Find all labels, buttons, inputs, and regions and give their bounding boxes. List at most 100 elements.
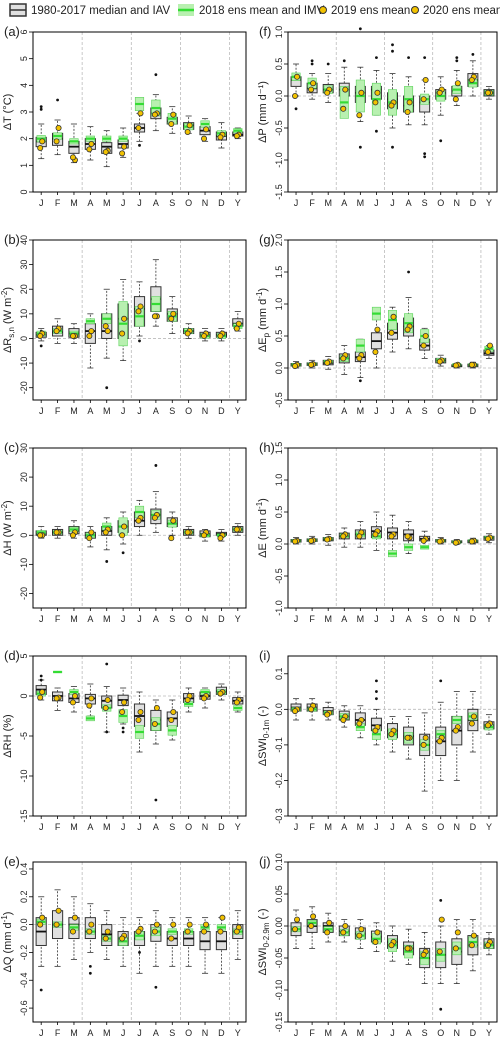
- x-tick-label: F: [309, 614, 315, 624]
- ens-2020-A: [86, 332, 93, 339]
- ens-2020-F: [308, 923, 315, 930]
- label-text: ΔQ: [2, 956, 14, 972]
- ens-2019-J: [137, 709, 144, 716]
- outlier-point: [358, 145, 362, 149]
- y-tick-label: -0.2: [274, 773, 284, 789]
- box-N: [451, 691, 463, 781]
- x-tick-label: F: [55, 614, 61, 624]
- ens-2019-N: [203, 921, 210, 928]
- ens-2019-D: [470, 713, 477, 720]
- x-tick-label: D: [470, 406, 477, 416]
- ens-2020-M: [102, 705, 109, 712]
- ens-2020-Y: [484, 535, 491, 542]
- outlier-point: [39, 107, 43, 111]
- y-tick-label: 0: [19, 693, 29, 698]
- x-tick-label: M: [357, 1028, 365, 1038]
- ens-2020-M: [356, 112, 363, 119]
- x-tick-label: M: [70, 1028, 78, 1038]
- ens-2019-S: [422, 332, 429, 339]
- panel-h: -1.0-0.50.00.51.01.5J F M A M J J A S O N D Y(h)ΔE (…: [255, 440, 498, 624]
- ens-2020-J: [292, 363, 299, 370]
- x-tick-label: S: [169, 614, 175, 624]
- outlier-point: [310, 62, 314, 66]
- y-axis-label: ΔSWI0-1m (-): [257, 706, 271, 766]
- x-tick-label: D: [470, 614, 477, 624]
- ens-2020-M: [324, 89, 331, 96]
- outlier-point: [439, 899, 443, 902]
- ens-2019-A: [88, 695, 95, 702]
- ens-2019-A: [406, 99, 413, 106]
- x-tick-label: M: [103, 614, 111, 624]
- x-tick-label: Y: [486, 406, 492, 416]
- x-tick-label: J: [39, 614, 44, 624]
- x-tick-label: D: [218, 406, 225, 416]
- y-tick-label: 1: [19, 163, 29, 168]
- outlier-point: [439, 139, 443, 143]
- ens-2019-A: [342, 86, 349, 93]
- ens-2019-J: [39, 914, 46, 921]
- ens-2020-O: [184, 697, 191, 704]
- x-tick-label: D: [218, 198, 225, 208]
- x-tick-label: J: [137, 406, 142, 416]
- x-tick-label: J: [374, 822, 379, 832]
- ens-2019-Y: [486, 342, 493, 349]
- ens-2020-O: [184, 529, 191, 536]
- ens-2019-J: [121, 315, 128, 322]
- outlier-point: [88, 964, 92, 968]
- y-tick-label: -0.5: [274, 120, 284, 136]
- ens-2020-D: [217, 690, 224, 697]
- box-S: [419, 56, 431, 159]
- outlier-point: [471, 53, 475, 56]
- y-tick-label: 1.0: [274, 474, 284, 487]
- ens-2020-O: [436, 358, 443, 365]
- label-sup: -1: [0, 915, 9, 923]
- outlier-point: [358, 379, 362, 383]
- ens-2019-J: [39, 689, 46, 696]
- ens-2020-N: [201, 532, 208, 539]
- ens-2020-J: [372, 531, 379, 538]
- box-J: [290, 63, 302, 111]
- y-tick-label: -10: [19, 769, 29, 782]
- ens-2020-A: [86, 535, 93, 542]
- x-tick-label: J: [390, 1028, 395, 1038]
- ens-2020-J: [372, 939, 379, 946]
- ens-2020-A: [404, 533, 411, 540]
- x-tick-label: O: [437, 614, 444, 624]
- label-text: (mm d: [257, 509, 269, 543]
- box-Y: [232, 910, 244, 960]
- x-tick-label: M: [357, 614, 365, 624]
- y-tick-label: 0.05: [274, 885, 284, 903]
- x-tick-label: M: [103, 406, 111, 416]
- x-tick-label: J: [374, 406, 379, 416]
- ens-2020-J: [119, 150, 126, 157]
- outlier-point: [391, 145, 394, 149]
- outlier-point: [154, 985, 158, 989]
- x-tick-label: A: [406, 406, 412, 416]
- x-tick-label: J: [294, 1028, 299, 1038]
- x-tick-label: S: [422, 198, 428, 208]
- ens-2020-J: [388, 731, 395, 738]
- ens-2019-J: [121, 523, 128, 530]
- x-tick-label: M: [70, 822, 78, 832]
- x-tick-label: O: [185, 198, 192, 208]
- outlier-point: [105, 386, 109, 390]
- ens-2020-M: [69, 699, 76, 706]
- ens-2020-J: [37, 532, 44, 539]
- ens-2020-A: [151, 721, 158, 728]
- x-tick-label: D: [218, 614, 225, 624]
- x-tick-label: F: [309, 198, 315, 208]
- x-tick-label: A: [341, 198, 347, 208]
- box-F: [51, 889, 64, 967]
- y-axis-label: ΔT (°C): [2, 94, 14, 131]
- ens-2020-M: [324, 359, 331, 366]
- ens-2020-A: [404, 326, 411, 333]
- box-A: [150, 699, 162, 802]
- ens-2020-Y: [484, 942, 491, 949]
- x-tick-label: A: [87, 614, 93, 624]
- ens-2020-J: [37, 144, 44, 151]
- ens-2019-A: [88, 140, 95, 147]
- x-tick-label: O: [437, 1028, 444, 1038]
- y-axis-label: ΔRs,n (W m-2): [0, 287, 16, 353]
- ens-2019-J: [294, 916, 301, 923]
